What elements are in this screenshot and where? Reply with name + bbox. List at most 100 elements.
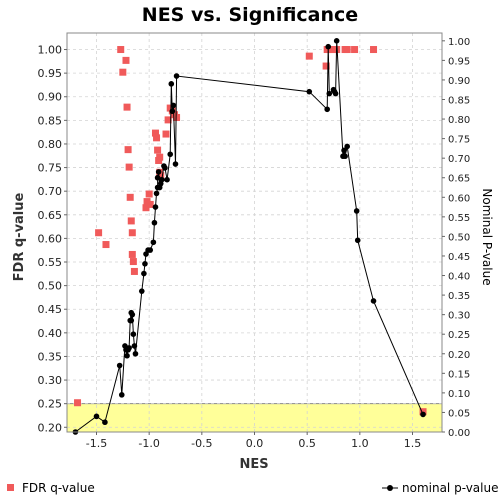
left-tick-label: 0.85 [38, 114, 63, 127]
right-tick-label: 0.10 [448, 389, 470, 400]
left-tick-label: 0.70 [38, 185, 63, 198]
nominal-p-point [130, 331, 137, 338]
left-tick-label: 0.35 [38, 350, 63, 363]
fdr-point [328, 46, 336, 54]
fdr-point [128, 250, 136, 258]
right-tick-label: 0.80 [448, 115, 470, 126]
nominal-p-point [153, 190, 160, 197]
right-tick-label: 0.85 [448, 96, 470, 107]
left-tick-label: 0.45 [38, 303, 63, 316]
nominal-p-point [326, 90, 333, 97]
left-tick-label: 1.00 [38, 44, 63, 57]
x-tick-label: -1.5 [86, 437, 107, 450]
nominal-p-point [159, 176, 165, 183]
left-tick-label: 0.50 [38, 280, 63, 293]
nominal-p-point [132, 350, 139, 357]
right-tick-label: 0.90 [448, 76, 470, 87]
fdr-point [117, 46, 125, 54]
right-tick-label: 0.70 [448, 154, 470, 165]
nominal-p-point [155, 169, 162, 175]
fdr-point [126, 193, 134, 201]
left-axis-ticks: 0.20 0.25 0.30 0.35 0.40 0.45 0.50 0.55 0.60 0.65… [38, 44, 67, 434]
legend: FDR q-value nominal p-value [7, 481, 498, 495]
nominal-p-point [325, 43, 332, 50]
fdr-point [128, 229, 136, 237]
nominal-p-point [147, 247, 154, 253]
right-tick-label: 0.95 [448, 56, 470, 67]
chart-title: NES vs. Significance [142, 4, 358, 26]
fdr-point [351, 46, 359, 54]
x-tick-label: -1.0 [138, 437, 159, 450]
left-tick-label: 0.95 [38, 67, 63, 80]
left-tick-label: 0.90 [38, 91, 63, 104]
legend-label-nominal: nominal p-value [402, 481, 498, 495]
fdr-point [343, 46, 351, 54]
fdr-point [154, 146, 162, 154]
right-tick-label: 0.20 [448, 350, 470, 361]
nominal-p-point [118, 392, 125, 398]
nominal-p-point [162, 165, 168, 171]
legend-label-fdr: FDR q-value [22, 481, 95, 495]
fdr-point [156, 153, 164, 161]
nominal-p-point [124, 352, 130, 359]
fdr-point [153, 134, 161, 142]
right-tick-label: 0.55 [448, 213, 470, 224]
left-tick-label: 0.80 [38, 138, 63, 151]
nominal-p-point [169, 108, 176, 115]
nominal-p-point [420, 411, 426, 418]
fdr-point [123, 103, 131, 111]
fdr-point [127, 217, 135, 225]
nominal-p-point [152, 204, 159, 210]
nominal-p-point [164, 176, 170, 183]
nominal-p-point [128, 317, 135, 324]
right-tick-label: 0.65 [448, 174, 470, 185]
left-tick-label: 0.20 [38, 421, 63, 434]
right-tick-label: 0.45 [448, 252, 470, 263]
nominal-p-point [102, 419, 108, 426]
fdr-point [74, 399, 82, 407]
fdr-point [129, 258, 137, 266]
y2-axis-title: Nominal P-value [480, 188, 494, 285]
fdr-point [142, 204, 150, 212]
fdr-point [322, 62, 330, 70]
right-tick-label: 0.15 [448, 369, 470, 380]
plot-area [66, 32, 443, 435]
nominal-p-point [342, 153, 348, 160]
right-tick-label: 0.00 [448, 428, 470, 439]
right-tick-label: 0.35 [448, 291, 470, 302]
nominal-p-point [332, 90, 339, 97]
nominal-p-point [141, 270, 147, 277]
left-tick-label: 0.30 [38, 374, 63, 387]
fdr-point [370, 46, 378, 54]
right-tick-label: 0.05 [448, 408, 470, 419]
x-tick-label: 0.5 [298, 437, 316, 450]
nominal-p-point [93, 413, 100, 420]
fdr-point [102, 241, 110, 249]
left-tick-label: 0.75 [38, 162, 63, 175]
nominal-p-point [341, 147, 347, 154]
y-axis-title: FDR q-value [12, 192, 27, 281]
nominal-p-point [151, 219, 158, 226]
right-tick-label: 0.60 [448, 193, 470, 204]
fdr-point [122, 56, 130, 64]
fdr-point [151, 129, 159, 137]
left-tick-label: 0.40 [38, 327, 63, 340]
nominal-p-point [173, 73, 180, 79]
nominal-p-point [354, 237, 361, 244]
left-tick-label: 0.65 [38, 209, 63, 222]
nominal-p-point [142, 260, 148, 267]
fdr-point [162, 130, 170, 138]
x-tick-label: 1.5 [404, 437, 422, 450]
fdr-point [125, 163, 133, 171]
nominal-p-point [370, 298, 377, 304]
right-axis-ticks: 0.00 0.05 0.10 0.15 0.20 0.25 0.30 0.35 0.40 0.45… [442, 37, 470, 439]
nominal-p-point [168, 81, 175, 87]
x-tick-label: -0.5 [191, 437, 212, 450]
nominal-p-point [324, 106, 330, 113]
fdr-point [146, 200, 154, 208]
right-tick-label: 0.75 [448, 135, 470, 146]
right-tick-label: 0.30 [448, 311, 470, 322]
fdr-point [124, 146, 132, 154]
nominal-p-point [138, 288, 145, 294]
